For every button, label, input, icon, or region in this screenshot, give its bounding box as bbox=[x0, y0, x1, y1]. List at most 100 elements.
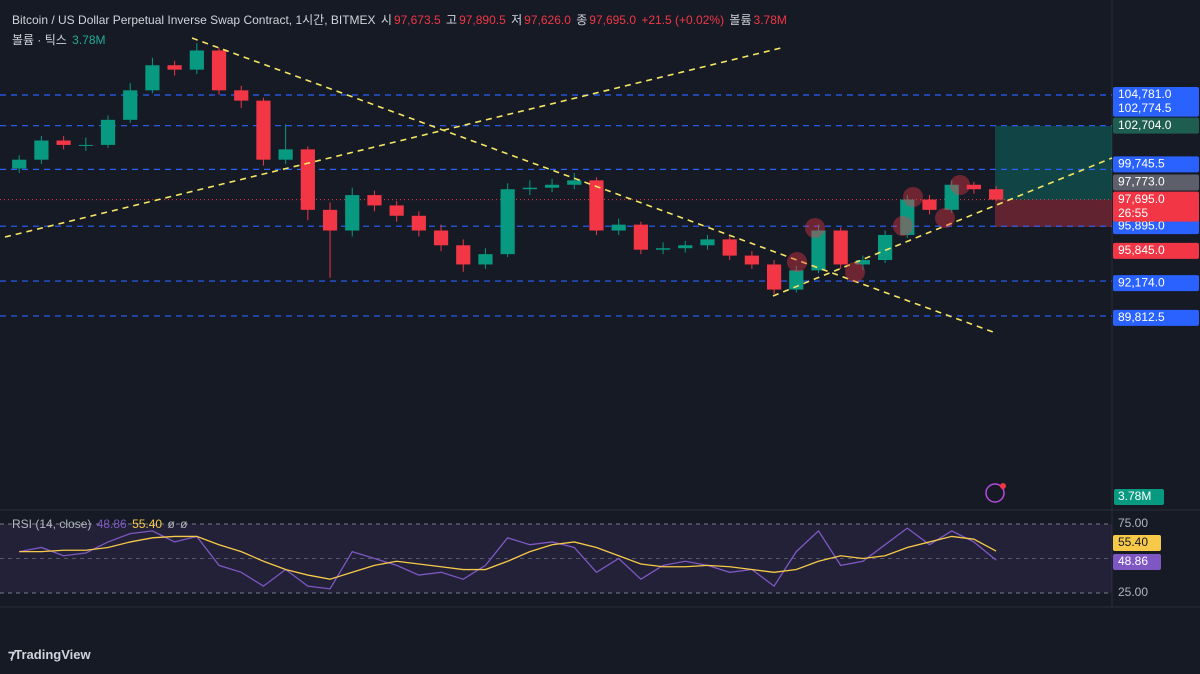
level-label: 92,174.0 bbox=[1118, 275, 1165, 289]
level-label-bg bbox=[1113, 309, 1199, 326]
candle-body bbox=[145, 65, 160, 91]
candle-body bbox=[234, 90, 249, 101]
highlights bbox=[787, 175, 970, 282]
volume-label: 3.78M bbox=[1118, 489, 1151, 503]
candle-body bbox=[766, 264, 782, 290]
candle-body bbox=[944, 184, 959, 210]
ohlc-value: 97,695.0 bbox=[589, 13, 636, 27]
candle-body bbox=[544, 184, 560, 188]
rsi-last-bg bbox=[1113, 535, 1161, 551]
highlight-circle bbox=[893, 216, 913, 236]
candle-body bbox=[900, 199, 915, 235]
candle-body bbox=[744, 255, 759, 265]
rsi-legend: RSI (14, close) 48.86 55.40 ø ø bbox=[12, 517, 189, 531]
candle-body bbox=[12, 159, 27, 169]
candle-body bbox=[722, 239, 737, 256]
rsi-extra: ø bbox=[180, 517, 188, 531]
candle-body bbox=[855, 260, 870, 265]
candle-body bbox=[789, 270, 804, 290]
rsi-tick-label: 25.00 bbox=[1118, 585, 1148, 599]
level-label-bg bbox=[1113, 218, 1199, 235]
candle-body bbox=[123, 90, 138, 120]
candle-body bbox=[589, 180, 604, 231]
legend-line-2: 볼륨 · 틱스 3.78M bbox=[12, 31, 108, 48]
logo[interactable]: ⁊⁄ TradingView bbox=[8, 647, 91, 663]
price-label-bg bbox=[1113, 100, 1199, 117]
candle-body bbox=[345, 195, 360, 231]
candle-body bbox=[833, 230, 848, 265]
price-label: 97,695.0 bbox=[1118, 192, 1165, 206]
candle-body bbox=[567, 180, 582, 185]
level-label: 89,812.5 bbox=[1118, 310, 1165, 324]
change: +21.5 (+0.02%) bbox=[641, 13, 725, 27]
rsi-value: 48.86 bbox=[96, 517, 127, 531]
legend-line-1: Bitcoin / US Dollar Perpetual Inverse Sw… bbox=[12, 11, 789, 28]
highlight-circle bbox=[805, 218, 825, 238]
candle-body bbox=[811, 230, 826, 271]
annotations bbox=[4, 37, 1113, 333]
rsi-last-label: 48.86 bbox=[1118, 554, 1148, 568]
highlight-circle bbox=[845, 262, 865, 282]
profit-zone bbox=[995, 126, 1112, 200]
candle-body bbox=[678, 245, 693, 249]
rsi-last-label: 55.40 bbox=[1118, 535, 1148, 549]
countdown: 26:55 bbox=[1118, 206, 1148, 220]
price-label-bg bbox=[1113, 174, 1199, 191]
candle-body bbox=[300, 149, 315, 210]
level-label-bg bbox=[1113, 87, 1199, 104]
ohlc-label: 저 bbox=[511, 13, 523, 27]
loss-zone bbox=[995, 200, 1112, 227]
candle-body bbox=[278, 149, 293, 160]
highlight-circle bbox=[787, 252, 807, 272]
ohlc-label: 종 bbox=[576, 13, 588, 27]
candle-body bbox=[167, 65, 182, 70]
price-label: 97,773.0 bbox=[1118, 175, 1165, 189]
price-label-bg bbox=[1113, 242, 1199, 259]
candle-body bbox=[100, 119, 116, 145]
highlight-circle bbox=[903, 187, 923, 207]
candle-body bbox=[34, 140, 49, 160]
alert-icon[interactable] bbox=[985, 483, 1005, 503]
candle-body bbox=[78, 144, 93, 146]
level-label-bg bbox=[1113, 156, 1199, 173]
volume-value: 3.78M bbox=[753, 13, 787, 27]
candle-body bbox=[922, 199, 937, 210]
rsi-last-bg bbox=[1113, 554, 1161, 570]
candle-body bbox=[256, 100, 271, 160]
price-label: 102,774.5 bbox=[1118, 101, 1172, 115]
candle-body bbox=[877, 234, 893, 261]
rsi-line bbox=[19, 527, 997, 590]
volume-label: 볼륨 · 틱스 bbox=[12, 33, 67, 47]
ohlc-value: 97,673.5 bbox=[393, 13, 441, 27]
candle-body bbox=[389, 205, 404, 216]
candle-body bbox=[322, 209, 338, 231]
candle-body bbox=[433, 230, 449, 246]
candle-body bbox=[989, 189, 1004, 200]
brand: TradingView bbox=[14, 647, 91, 662]
volume-label-bg bbox=[1114, 489, 1164, 505]
level-label: 104,781.0 bbox=[1118, 87, 1172, 101]
ohlc-value: 97,626.0 bbox=[524, 13, 571, 27]
logo-mark: ⁊⁄ bbox=[8, 647, 15, 662]
volume-value: 3.78M bbox=[72, 33, 106, 47]
candle-body bbox=[611, 224, 626, 231]
rsi-ma-value: 55.40 bbox=[132, 517, 163, 531]
candle-body bbox=[211, 50, 227, 91]
label-layer: 104,781.0 102,704.0 99,745.5 95,895.0 92,174… bbox=[1113, 87, 1199, 599]
price-label-bg bbox=[1113, 191, 1199, 222]
highlight-circle bbox=[935, 208, 955, 228]
candle-body bbox=[633, 224, 648, 250]
volume-label: 볼륨 bbox=[729, 13, 752, 27]
rsi-line bbox=[19, 535, 997, 580]
trend-line bbox=[4, 46, 786, 238]
candle-body bbox=[522, 187, 537, 190]
rsi-tick-label: 75.00 bbox=[1118, 516, 1148, 530]
main-layer bbox=[12, 43, 1004, 590]
candle-body bbox=[966, 184, 982, 190]
candle-body bbox=[56, 140, 71, 145]
highlight-circle bbox=[950, 175, 970, 195]
candle-body bbox=[189, 50, 204, 70]
candle-body bbox=[367, 195, 382, 206]
